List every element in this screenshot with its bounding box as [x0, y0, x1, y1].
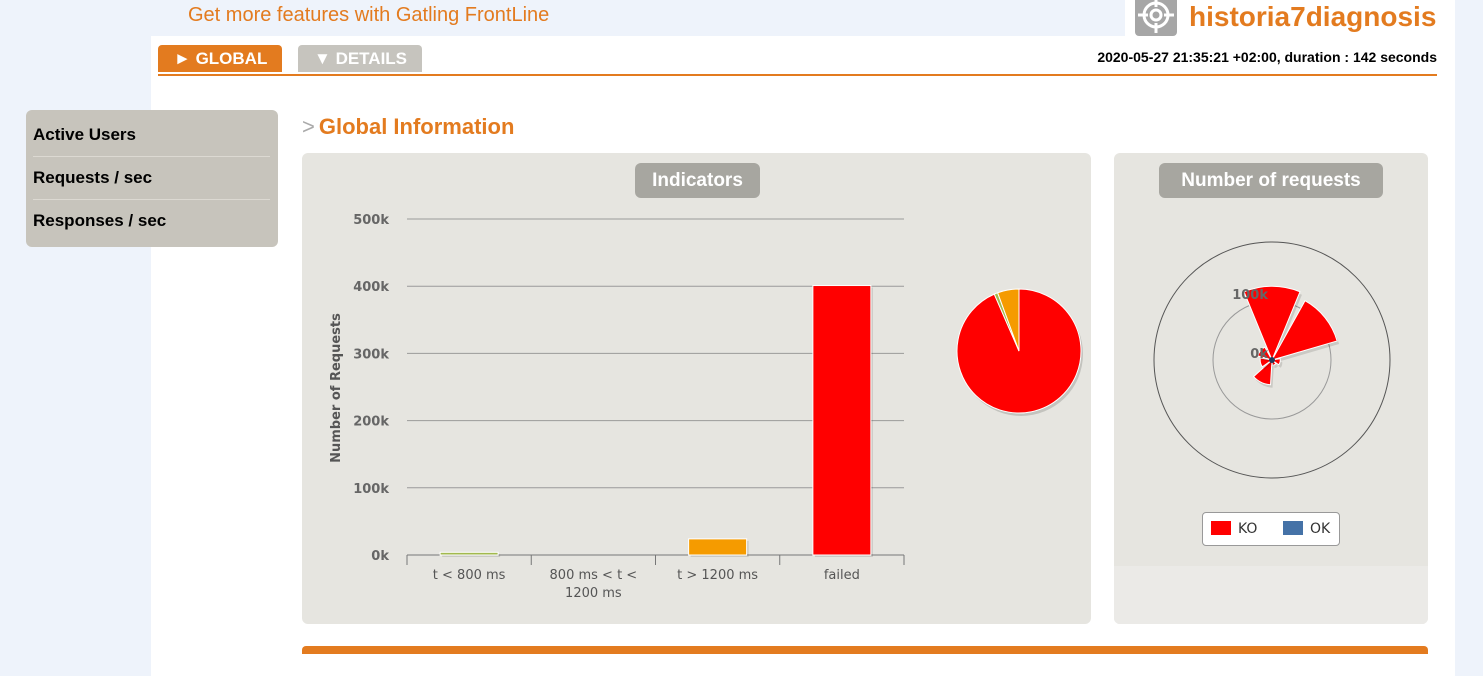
pie-slice-2[interactable] — [997, 288, 1020, 352]
y-tick-label: 200k — [353, 415, 389, 430]
polar-legend: KO OK — [1202, 512, 1340, 546]
tab-details[interactable]: ▼ DETAILS — [298, 45, 422, 72]
legend-swatch-ok — [1283, 521, 1303, 535]
x-tick-label: 800 ms < t <1200 ms — [550, 568, 638, 601]
radial-tick-label: 0k — [1250, 347, 1268, 362]
radial-tick-label: 100k — [1232, 288, 1268, 303]
y-tick-label: 500k — [353, 213, 389, 228]
x-tick-label: t < 800 ms — [433, 568, 506, 583]
x-tick-label: t > 1200 ms — [677, 568, 758, 583]
caret-down-icon: ▼ — [314, 49, 331, 68]
next-section-edge — [302, 646, 1428, 654]
section-title-text: Global Information — [318, 114, 515, 139]
y-axis-label: Number of Requests — [329, 313, 344, 463]
menu-item-requests-per-sec[interactable]: Requests / sec — [33, 168, 153, 187]
menu-divider — [33, 156, 270, 157]
frontline-promo-link[interactable]: Get more features with Gatling FrontLine — [188, 4, 550, 26]
requests-polar-chart: 0k 100k — [1153, 241, 1391, 479]
y-tick-label: 400k — [353, 280, 389, 295]
section-title: > Global Information — [302, 114, 514, 140]
menu-item-responses-per-sec[interactable]: Responses / sec — [33, 211, 167, 230]
caret-right-icon: ► — [174, 49, 191, 68]
polar-center — [1269, 357, 1275, 363]
indicators-pie-chart — [956, 288, 1083, 416]
requests-title: Number of requests — [1159, 163, 1383, 198]
tab-global[interactable]: ► GLOBAL — [158, 45, 282, 72]
legend-label-ko[interactable]: KO — [1238, 521, 1258, 537]
tab-divider — [158, 74, 1437, 76]
bar-3[interactable] — [812, 285, 872, 556]
brand-header: historia7diagnosis — [1125, 0, 1455, 36]
y-tick-label: 0k — [371, 549, 389, 564]
legend-label-ok[interactable]: OK — [1310, 521, 1331, 537]
polar-wedge-6[interactable] — [1257, 346, 1274, 361]
menu-item-active-users[interactable]: Active Users — [33, 125, 137, 144]
section-prefix: > — [302, 114, 315, 139]
x-tick-label: failed — [824, 568, 860, 583]
simulation-name: historia7diagnosis — [1189, 1, 1437, 32]
bar-0[interactable] — [439, 551, 499, 556]
target-icon — [1135, 0, 1177, 36]
polar-wedge-1[interactable] — [1270, 300, 1338, 361]
y-tick-label: 300k — [353, 347, 389, 362]
menu-divider — [33, 199, 270, 200]
run-timestamp: 2020-05-27 21:35:21 +02:00, duration : 1… — [1097, 49, 1437, 65]
sidebar-menu: Active Users Requests / sec Responses / … — [26, 110, 278, 247]
polar-wedge-0[interactable] — [1243, 285, 1301, 362]
indicators-bar-chart: 0k 100k 200k 300k 400k 500k t < 800 ms 800 ms <… — [329, 213, 905, 601]
y-tick-label: 100k — [353, 482, 389, 497]
indicators-title: Indicators — [635, 163, 760, 198]
bar-2[interactable] — [688, 538, 748, 556]
polar-wedge-4[interactable] — [1252, 358, 1273, 386]
requests-panel-footer — [1114, 566, 1428, 624]
tab-global-label: GLOBAL — [195, 49, 268, 68]
polar-outer-ring — [1153, 241, 1391, 479]
tab-details-label: DETAILS — [335, 49, 408, 68]
legend-swatch-ko — [1211, 521, 1231, 535]
bar-shadow — [442, 554, 501, 557]
